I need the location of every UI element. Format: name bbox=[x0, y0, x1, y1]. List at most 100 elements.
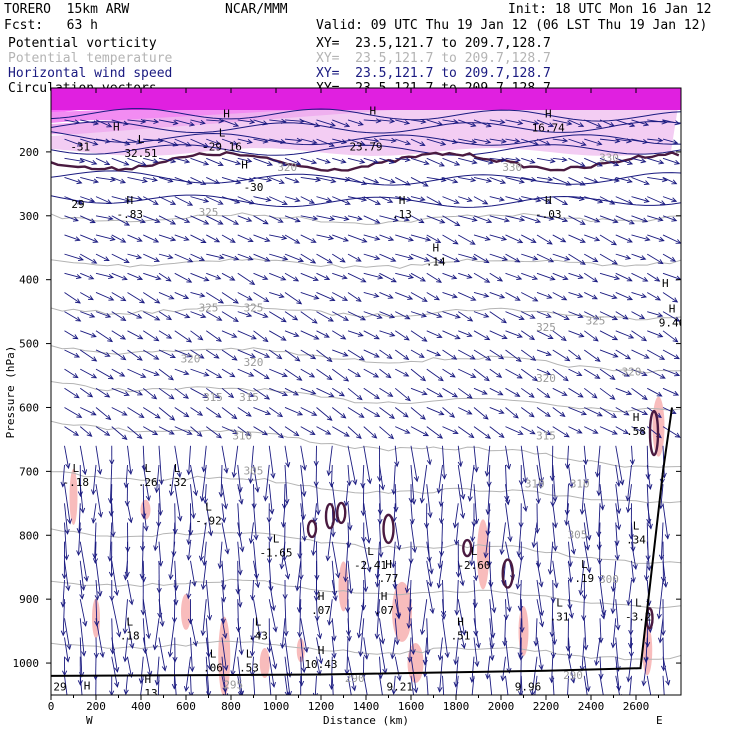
circulation-vector bbox=[629, 445, 635, 466]
circulation-vector bbox=[552, 292, 568, 301]
theta-label: 305 bbox=[568, 528, 588, 541]
circulation-vector bbox=[171, 656, 177, 690]
extremum-value: .14 bbox=[426, 256, 446, 269]
theta-label: 315 bbox=[536, 429, 556, 442]
circulation-vector bbox=[410, 522, 418, 554]
circulation-vector bbox=[111, 426, 128, 441]
circulation-vector bbox=[379, 330, 396, 337]
circulation-vector bbox=[457, 445, 463, 468]
circulation-vector bbox=[332, 272, 348, 280]
circulation-vector bbox=[205, 579, 213, 621]
circulation-vector bbox=[298, 656, 305, 687]
circulation-vector bbox=[111, 656, 120, 688]
circulation-vector bbox=[168, 464, 176, 497]
circulation-vector bbox=[473, 157, 494, 165]
circulation-vector bbox=[599, 157, 620, 167]
circulation-vector bbox=[458, 368, 477, 378]
circulation-vector bbox=[80, 157, 98, 165]
theta-label: 320 bbox=[244, 356, 264, 369]
circulation-vector bbox=[326, 445, 333, 477]
circulation-vector bbox=[300, 177, 322, 183]
circulation-vector bbox=[536, 234, 553, 245]
circulation-vector bbox=[313, 464, 319, 488]
circulation-vector bbox=[268, 599, 278, 633]
extremum-label: L-2.60 bbox=[457, 545, 490, 572]
extremum-value: .53 bbox=[239, 661, 259, 674]
theta-label: 325 bbox=[586, 314, 606, 327]
circulation-vector bbox=[332, 253, 346, 263]
circulation-vector bbox=[158, 387, 175, 400]
circulation-vector bbox=[343, 484, 349, 507]
circulation-vector bbox=[457, 387, 473, 399]
extremum-value: 9.96 bbox=[515, 681, 542, 694]
x-tick-label: 1800 bbox=[443, 700, 470, 713]
circulation-vector bbox=[473, 426, 492, 439]
circulation-vector bbox=[390, 637, 396, 660]
circulation-vector bbox=[76, 522, 82, 557]
circulation-vector bbox=[536, 272, 556, 281]
circulation-vector bbox=[316, 157, 331, 164]
extremum-kind: H bbox=[633, 411, 640, 424]
circulation-vector bbox=[379, 368, 392, 379]
circulation-vector bbox=[410, 196, 426, 202]
circulation-vector bbox=[615, 464, 621, 488]
circulation-vector bbox=[379, 292, 394, 299]
extremum-value: .13 bbox=[392, 208, 412, 221]
extremum-label: H.77 bbox=[379, 558, 399, 585]
circulation-vector bbox=[108, 484, 114, 517]
extremum-kind: H bbox=[385, 558, 392, 571]
circulation-vector bbox=[300, 637, 307, 674]
circulation-vector bbox=[379, 618, 386, 645]
extremum-label: H.13 bbox=[392, 194, 412, 221]
circulation-vector bbox=[153, 522, 160, 552]
extremum-label: H.51 bbox=[451, 615, 471, 642]
circulation-vector bbox=[253, 196, 272, 203]
circulation-vector bbox=[284, 330, 300, 337]
circulation-vector bbox=[111, 215, 131, 226]
circulation-vector bbox=[221, 311, 239, 322]
theta-label: 315 bbox=[239, 391, 259, 404]
extremum-label: -31 bbox=[70, 141, 90, 154]
y-tick-label: 800 bbox=[19, 529, 39, 542]
circulation-vector bbox=[631, 119, 650, 127]
circulation-vector bbox=[284, 253, 305, 263]
extremum-value: -30 bbox=[244, 181, 264, 194]
circulation-vector bbox=[426, 311, 443, 318]
circulation-vector bbox=[568, 311, 584, 319]
circulation-vector bbox=[584, 215, 601, 223]
circulation-vector bbox=[438, 484, 444, 508]
circulation-vector bbox=[631, 541, 638, 571]
circulation-vector bbox=[489, 368, 503, 378]
extremum-kind: L bbox=[210, 647, 217, 660]
circulation-vector bbox=[79, 560, 86, 592]
circulation-vector bbox=[206, 138, 221, 146]
circulation-vector bbox=[361, 579, 367, 611]
circulation-vector bbox=[584, 196, 604, 204]
circulation-vector bbox=[158, 196, 177, 205]
circulation-vector bbox=[552, 253, 571, 261]
circulation-vector bbox=[347, 119, 364, 126]
extremum-value: -1.65 bbox=[259, 546, 292, 559]
circulation-vector bbox=[253, 599, 262, 638]
circulation-vector bbox=[206, 234, 221, 243]
circulation-vector bbox=[631, 196, 650, 203]
theta-contour bbox=[51, 304, 681, 321]
circulation-vector bbox=[79, 445, 88, 476]
extremum-label: 29 bbox=[53, 681, 66, 694]
circulation-vector bbox=[408, 484, 414, 504]
circulation-vector bbox=[473, 196, 489, 205]
circulation-vector bbox=[631, 234, 651, 242]
circulation-vector bbox=[253, 349, 271, 358]
circulation-vector bbox=[284, 560, 291, 580]
extremum-value: .77 bbox=[379, 572, 399, 585]
circulation-vector bbox=[332, 330, 347, 340]
circulation-vector bbox=[363, 637, 369, 660]
circulation-vector bbox=[127, 196, 143, 202]
circulation-vector bbox=[442, 138, 459, 145]
circulation-vector bbox=[200, 560, 207, 591]
circulation-vector bbox=[363, 234, 381, 241]
circulation-vector bbox=[269, 311, 287, 323]
circulation-vector bbox=[95, 484, 103, 518]
circulation-vector bbox=[284, 464, 290, 505]
circulation-vector bbox=[253, 560, 261, 589]
